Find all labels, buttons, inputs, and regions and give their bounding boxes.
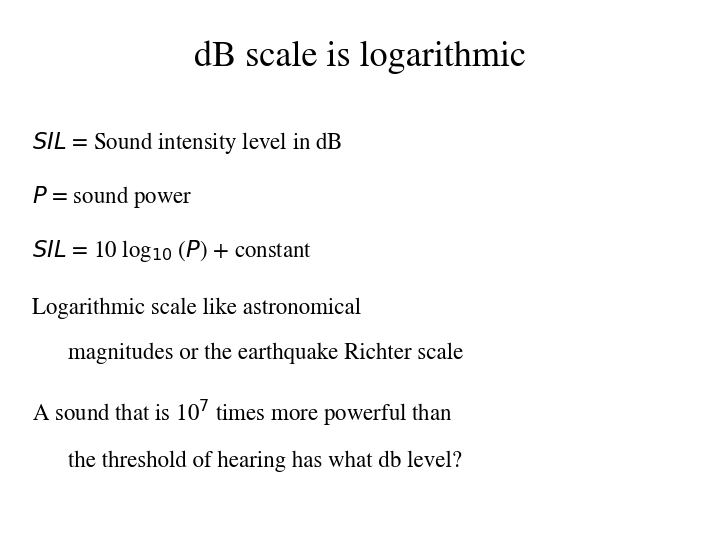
Text: $\mathit{SIL}$ = Sound intensity level in dB: $\mathit{SIL}$ = Sound intensity level i… xyxy=(32,130,343,156)
Text: the threshold of hearing has what db level?: the threshold of hearing has what db lev… xyxy=(68,451,462,472)
Text: A sound that is 10$^{7}$ times more powerful than: A sound that is 10$^{7}$ times more powe… xyxy=(32,398,453,428)
Text: $\mathit{SIL}$ = 10 log$_{10}$ ($\mathit{P}$) + constant: $\mathit{SIL}$ = 10 log$_{10}$ ($\mathit… xyxy=(32,238,312,264)
Text: $\mathit{P}$ = sound power: $\mathit{P}$ = sound power xyxy=(32,184,193,210)
Text: Logarithmic scale like astronomical: Logarithmic scale like astronomical xyxy=(32,297,361,319)
Text: magnitudes or the earthquake Richter scale: magnitudes or the earthquake Richter sca… xyxy=(68,343,464,364)
Text: dB scale is logarithmic: dB scale is logarithmic xyxy=(194,40,526,73)
